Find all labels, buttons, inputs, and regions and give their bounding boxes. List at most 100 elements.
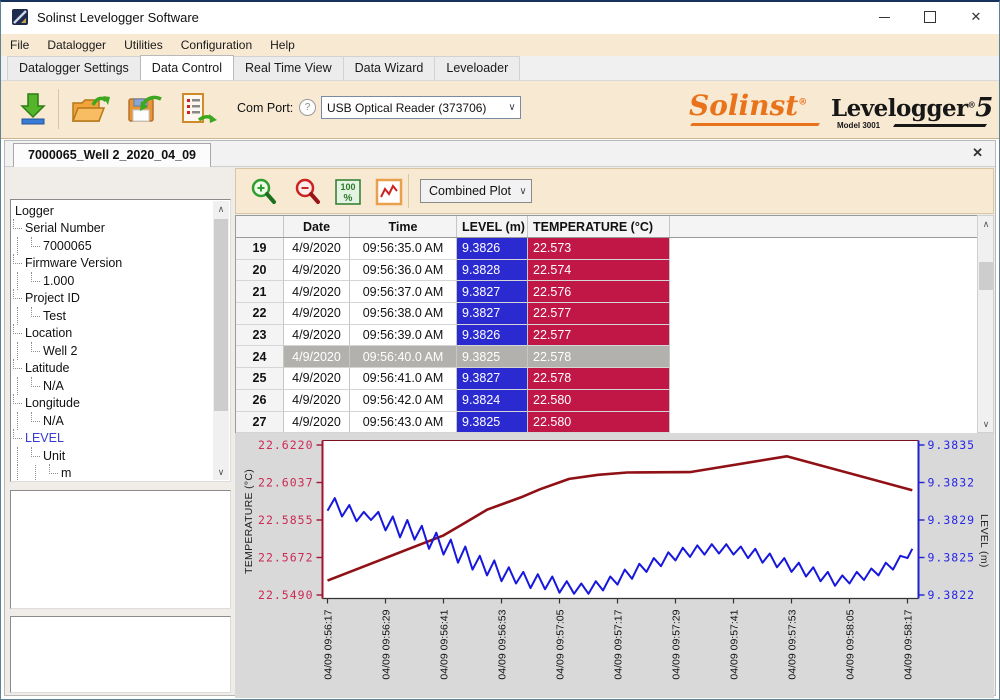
save-data-icon[interactable] xyxy=(123,91,165,129)
file-tab-close-icon[interactable]: ✕ xyxy=(972,145,983,161)
tree-item[interactable]: Well 2 xyxy=(13,342,212,360)
table-cell[interactable]: 22.578 xyxy=(528,346,670,368)
table-cell[interactable]: 9.3824 xyxy=(457,390,528,412)
tab-data-wizard[interactable]: Data Wizard xyxy=(343,56,436,80)
table-cell[interactable]: 09:56:43.0 AM xyxy=(350,412,457,434)
tree-item[interactable]: Firmware Version xyxy=(13,255,212,273)
com-port-select[interactable]: USB Optical Reader (373706) ∨ xyxy=(321,96,521,119)
table-cell[interactable]: 4/9/2020 xyxy=(284,238,350,260)
table-cell[interactable]: 4/9/2020 xyxy=(284,390,350,412)
scroll-down-icon[interactable]: ∨ xyxy=(978,416,994,432)
table-row[interactable]: 274/9/202009:56:43.0 AM9.382522.580 xyxy=(236,412,977,434)
close-button[interactable]: ✕ xyxy=(953,2,999,32)
table-cell[interactable]: 09:56:37.0 AM xyxy=(350,281,457,303)
tab-real-time-view[interactable]: Real Time View xyxy=(233,56,344,80)
tree-item[interactable]: Latitude xyxy=(13,360,212,378)
table-cell[interactable]: 21 xyxy=(236,281,284,303)
table-cell[interactable]: 4/9/2020 xyxy=(284,325,350,347)
menu-item-datalogger[interactable]: Datalogger xyxy=(38,38,115,52)
table-cell[interactable]: 22.580 xyxy=(528,412,670,434)
table-row[interactable]: 244/9/202009:56:40.0 AM9.382522.578 xyxy=(236,346,977,368)
zoom-in-icon[interactable] xyxy=(248,177,280,207)
table-cell[interactable]: 9.3827 xyxy=(457,303,528,325)
table-row[interactable]: 254/9/202009:56:41.0 AM9.382722.578 xyxy=(236,368,977,390)
tree-item[interactable]: Project ID xyxy=(13,290,212,308)
table-cell[interactable]: 9.3827 xyxy=(457,281,528,303)
tree-item[interactable]: 1.000 xyxy=(13,272,212,290)
menu-item-configuration[interactable]: Configuration xyxy=(172,38,261,52)
scroll-down-icon[interactable]: ∨ xyxy=(213,464,229,480)
table-cell[interactable]: 22.573 xyxy=(528,238,670,260)
table-scrollbar[interactable]: ∧ ∨ xyxy=(977,215,994,433)
table-cell[interactable]: 9.3827 xyxy=(457,368,528,390)
table-cell[interactable]: 23 xyxy=(236,325,284,347)
combined-plot-chart[interactable]: TEMPERATURE (°C) LEVEL (m) 22.62209.3835… xyxy=(235,433,994,698)
tree-item[interactable]: Location xyxy=(13,325,212,343)
table-row[interactable]: 224/9/202009:56:38.0 AM9.382722.577 xyxy=(236,303,977,325)
tree-item[interactable]: Test xyxy=(13,307,212,325)
table-cell[interactable]: 22.577 xyxy=(528,325,670,347)
table-cell[interactable]: 24 xyxy=(236,346,284,368)
tree-item[interactable]: N/A xyxy=(13,377,212,395)
table-cell[interactable]: 9.3825 xyxy=(457,412,528,434)
zoom-out-icon[interactable] xyxy=(292,177,324,207)
table-cell[interactable]: 09:56:41.0 AM xyxy=(350,368,457,390)
chart-canvas[interactable]: 22.62209.383522.60379.383222.58559.38292… xyxy=(235,433,994,698)
tab-datalogger-settings[interactable]: Datalogger Settings xyxy=(7,56,141,80)
tab-leveloader[interactable]: Leveloader xyxy=(434,56,520,80)
table-cell[interactable]: 4/9/2020 xyxy=(284,260,350,282)
table-cell[interactable]: 22.578 xyxy=(528,368,670,390)
table-cell[interactable]: 09:56:36.0 AM xyxy=(350,260,457,282)
tree-scroll-thumb[interactable] xyxy=(214,219,228,411)
table-cell[interactable]: 22.576 xyxy=(528,281,670,303)
table-cell[interactable]: 22.574 xyxy=(528,260,670,282)
tree-item[interactable]: 7000065 xyxy=(13,237,212,255)
tree-item[interactable]: m xyxy=(13,465,212,482)
tree-item[interactable]: LEVEL xyxy=(13,430,212,448)
plot-type-select[interactable]: Combined Plot ∨ xyxy=(420,179,532,203)
table-cell[interactable]: 22.577 xyxy=(528,303,670,325)
table-cell[interactable]: 4/9/2020 xyxy=(284,303,350,325)
table-cell[interactable]: 4/9/2020 xyxy=(284,281,350,303)
table-row[interactable]: 264/9/202009:56:42.0 AM9.382422.580 xyxy=(236,390,977,412)
export-data-icon[interactable] xyxy=(177,91,221,129)
table-cell[interactable]: 22.580 xyxy=(528,390,670,412)
table-cell[interactable]: 26 xyxy=(236,390,284,412)
read-data-icon[interactable] xyxy=(15,91,51,129)
table-cell[interactable]: 09:56:35.0 AM xyxy=(350,238,457,260)
table-row[interactable]: 204/9/202009:56:36.0 AM9.382822.574 xyxy=(236,260,977,282)
scroll-up-icon[interactable]: ∧ xyxy=(213,201,229,217)
table-cell[interactable]: 19 xyxy=(236,238,284,260)
table-cell[interactable]: 20 xyxy=(236,260,284,282)
open-file-icon[interactable] xyxy=(69,91,111,129)
table-cell[interactable]: 9.3825 xyxy=(457,346,528,368)
tree-item[interactable]: N/A xyxy=(13,412,212,430)
tree-item[interactable]: Serial Number xyxy=(13,220,212,238)
table-cell[interactable]: 09:56:39.0 AM xyxy=(350,325,457,347)
tree-scrollbar[interactable]: ∧ ∨ xyxy=(213,201,229,480)
table-row[interactable]: 214/9/202009:56:37.0 AM9.382722.576 xyxy=(236,281,977,303)
table-row[interactable]: 234/9/202009:56:39.0 AM9.382622.577 xyxy=(236,325,977,347)
table-cell[interactable]: 09:56:40.0 AM xyxy=(350,346,457,368)
table-cell[interactable]: 4/9/2020 xyxy=(284,346,350,368)
table-scroll-thumb[interactable] xyxy=(979,262,993,290)
menu-item-help[interactable]: Help xyxy=(261,38,304,52)
menu-item-file[interactable]: File xyxy=(1,38,38,52)
scroll-up-icon[interactable]: ∧ xyxy=(978,216,994,232)
maximize-button[interactable] xyxy=(907,2,953,32)
tree-item[interactable]: Longitude xyxy=(13,395,212,413)
table-cell[interactable]: 09:56:42.0 AM xyxy=(350,390,457,412)
menu-item-utilities[interactable]: Utilities xyxy=(115,38,172,52)
table-cell[interactable]: 9.3828 xyxy=(457,260,528,282)
tab-data-control[interactable]: Data Control xyxy=(140,55,234,80)
line-chart-icon[interactable] xyxy=(374,177,404,207)
table-row[interactable]: 194/9/202009:56:35.0 AM9.382622.573 xyxy=(236,238,977,260)
zoom-100-icon[interactable]: 100 % xyxy=(334,177,362,207)
tree-item[interactable]: Logger xyxy=(13,202,212,220)
table-cell[interactable]: 25 xyxy=(236,368,284,390)
table-cell[interactable]: 4/9/2020 xyxy=(284,368,350,390)
help-icon[interactable]: ? xyxy=(299,99,316,116)
minimize-button[interactable] xyxy=(861,2,907,32)
tree-item[interactable]: Unit xyxy=(13,447,212,465)
table-cell[interactable]: 9.3826 xyxy=(457,238,528,260)
